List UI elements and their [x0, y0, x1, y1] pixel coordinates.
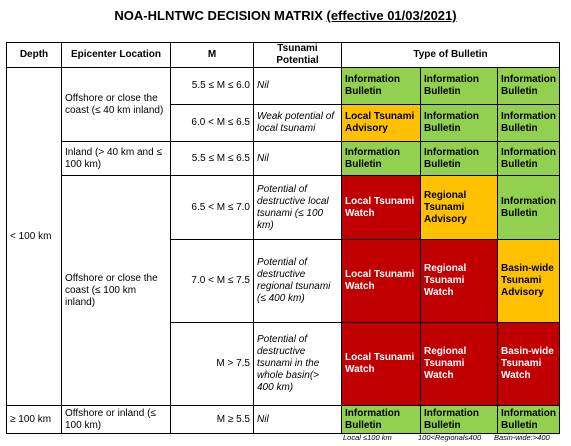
- bulletin-basin-cell: Information Bulletin: [497, 141, 560, 176]
- header-depth: Depth: [6, 42, 62, 68]
- depth-cell-deep: ≥ 100 km: [6, 405, 62, 434]
- bulletin-basin-cell: Basin-wide Tsunami Advisory: [497, 239, 560, 323]
- magnitude-cell: 5.5 ≤ M ≤ 6.0: [170, 67, 254, 105]
- magnitude-cell: 6.5 < M ≤ 7.0: [170, 175, 254, 240]
- potential-cell: Nil: [253, 67, 342, 105]
- footer-local-note: Local ≤100 km: [343, 433, 392, 442]
- bulletin-basin-cell: Information Bulletin: [497, 175, 560, 240]
- potential-cell: Nil: [253, 141, 342, 176]
- bulletin-local-cell: Information Bulletin: [341, 405, 421, 434]
- header-epicenter: Epicenter Location: [61, 42, 171, 68]
- header-magnitude: M: [170, 42, 254, 68]
- header-tsunami-potential: Tsunami Potential: [253, 42, 342, 68]
- bulletin-local-cell: Local Tsunami Watch: [341, 239, 421, 323]
- bulletin-local-cell: Information Bulletin: [341, 67, 421, 105]
- footer-basin-note: Basin-wide:>400: [494, 433, 550, 442]
- page-title: NOA-HLNTWC DECISION MATRIX (effective 01…: [0, 8, 571, 23]
- title-effective-date: (effective 01/03/2021): [326, 8, 457, 23]
- bulletin-regional-cell: Information Bulletin: [420, 67, 498, 105]
- decision-matrix-table: Depth Epicenter Location M Tsunami Poten…: [6, 42, 560, 434]
- depth-cell-shallow: < 100 km: [6, 67, 62, 406]
- footer-regional-note: 100<Regional≤400: [418, 433, 482, 442]
- table-row: Offshore or close the coast (≤ 100 km in…: [7, 175, 560, 406]
- bulletin-local-cell: Information Bulletin: [341, 141, 421, 176]
- epicenter-cell-offshore-inland-100: Offshore or inland (≤ 100 km): [61, 405, 171, 434]
- bulletin-regional-cell: Regional Tsunami Watch: [420, 322, 498, 406]
- table-row: 6.0 < M ≤ 6.5 Weak potential of local ts…: [7, 104, 560, 142]
- bulletin-local-cell: Local Tsunami Watch: [341, 175, 421, 240]
- title-main: NOA-HLNTWC DECISION MATRIX: [114, 8, 323, 23]
- table-row: M > 7.5 Potential of destructive tsunami…: [7, 322, 560, 406]
- potential-cell: Potential of destructive tsunami in the …: [253, 322, 342, 406]
- epicenter-cell-offshore-40: Offshore or close the coast (≤ 40 km inl…: [61, 67, 171, 142]
- header-type-of-bulletin: Type of Bulletin: [341, 42, 560, 68]
- bulletin-basin-cell: Information Bulletin: [497, 104, 560, 142]
- epicenter-cell-offshore-100: Offshore or close the coast (≤ 100 km in…: [61, 175, 171, 406]
- bulletin-regional-cell: Information Bulletin: [420, 104, 498, 142]
- magnitude-cell: M > 7.5: [170, 322, 254, 406]
- bulletin-basin-cell: Information Bulletin: [497, 67, 560, 105]
- epicenter-cell-inland-40-100: Inland (> 40 km and ≤ 100 km): [61, 141, 171, 176]
- table-row: 7.0 < M ≤ 7.5 Potential of destructive r…: [7, 239, 560, 323]
- magnitude-cell: M ≥ 5.5: [170, 405, 254, 434]
- bulletin-basin-cell: Information Bulletin: [497, 405, 560, 434]
- potential-cell: Weak potential of local tsunami: [253, 104, 342, 142]
- bulletin-regional-cell: Information Bulletin: [420, 141, 498, 176]
- bulletin-regional-cell: Regional Tsunami Advisory: [420, 175, 498, 240]
- bulletin-basin-cell: Basin-wide Tsunami Watch: [497, 322, 560, 406]
- magnitude-cell: 5.5 ≤ M ≤ 6.5: [170, 141, 254, 176]
- bulletin-regional-cell: Regional Tsunami Watch: [420, 239, 498, 323]
- table-row: < 100 km Offshore or close the coast (≤ …: [6, 67, 560, 406]
- potential-cell: Potential of destructive regional tsunam…: [253, 239, 342, 323]
- table-row: Inland (> 40 km and ≤ 100 km) 5.5 ≤ M ≤ …: [7, 141, 560, 176]
- potential-cell: Potential of destructive local tsunami (…: [253, 175, 342, 240]
- table-row: ≥ 100 km Offshore or inland (≤ 100 km) M…: [6, 405, 560, 434]
- magnitude-cell: 6.0 < M ≤ 6.5: [170, 104, 254, 142]
- bulletin-regional-cell: Information Bulletin: [420, 405, 498, 434]
- header-row: Depth Epicenter Location M Tsunami Poten…: [6, 42, 560, 68]
- bulletin-local-cell: Local Tsunami Advisory: [341, 104, 421, 142]
- potential-cell: Nil: [253, 405, 342, 434]
- bulletin-local-cell: Local Tsunami Watch: [341, 322, 421, 406]
- magnitude-cell: 7.0 < M ≤ 7.5: [170, 239, 254, 323]
